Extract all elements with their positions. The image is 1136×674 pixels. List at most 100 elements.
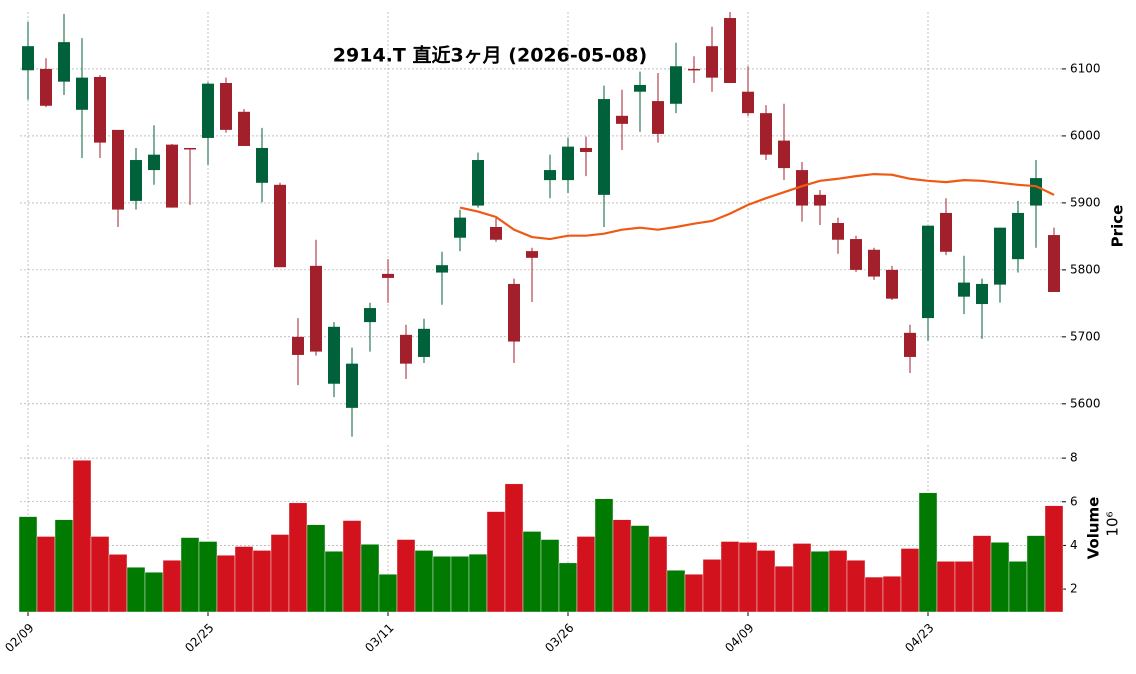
candle-body: [310, 265, 322, 352]
volume-bar: [342, 520, 362, 613]
volume-bar: [198, 541, 218, 613]
x-tick-label: 03/26: [542, 621, 576, 655]
volume-bar: [1008, 561, 1028, 613]
candle-body: [490, 227, 502, 240]
candle-body: [976, 283, 988, 305]
volume-bar: [864, 576, 884, 613]
candle-body: [1048, 235, 1060, 292]
volume-bar: [126, 567, 146, 613]
candle-body: [202, 83, 214, 138]
candle-body: [238, 111, 250, 146]
volume-bar: [162, 560, 182, 613]
candle-body: [382, 273, 394, 278]
volume-bar: [702, 559, 722, 613]
volume-bar: [432, 556, 452, 613]
candle-body: [400, 334, 412, 364]
volume-bar: [180, 537, 200, 613]
candle-body: [562, 146, 574, 181]
candle-body: [508, 283, 520, 342]
candle-body: [220, 82, 232, 130]
volume-bar: [936, 561, 956, 613]
volume-bar: [378, 574, 398, 613]
candle-body: [76, 77, 88, 110]
volume-bar: [846, 560, 866, 613]
volume-offset: 10⁶: [1104, 511, 1122, 536]
candle-body: [418, 328, 430, 357]
candle-body: [364, 308, 376, 323]
volume-bar: [576, 536, 596, 613]
candle-body: [886, 269, 898, 299]
volume-bar: [738, 542, 758, 613]
candle-body: [868, 249, 880, 277]
y-tick-label: 6000: [1070, 128, 1101, 142]
candle-body: [616, 115, 628, 124]
candle-body: [148, 154, 160, 171]
candle-body: [742, 91, 754, 114]
candle-body: [544, 170, 556, 181]
volume-bar: [972, 535, 992, 613]
volume-bar: [522, 531, 542, 613]
y-tick-label: 5600: [1070, 396, 1101, 410]
volume-bar: [792, 543, 812, 613]
candle-body: [112, 129, 124, 210]
volume-bar: [594, 498, 614, 613]
candle-body: [22, 46, 34, 71]
chart-title: 2914.T 直近3ヶ月 (2026-05-08): [333, 44, 647, 67]
volume-bar: [450, 556, 470, 613]
candle-body: [778, 140, 790, 169]
volume-axis-label: Volume: [1085, 497, 1103, 560]
volume-bar: [1026, 535, 1046, 613]
volume-bar: [468, 553, 488, 613]
volume-bar: [36, 536, 56, 613]
volume-tick-label: 2: [1070, 582, 1078, 596]
candle-body: [958, 282, 970, 297]
candle-body: [922, 225, 934, 319]
candle-body: [1030, 178, 1042, 206]
candle-body: [760, 113, 772, 155]
volume-bar: [216, 555, 236, 613]
volume-bar: [756, 550, 776, 613]
volume-bar: [270, 534, 290, 613]
y-tick-label: 5700: [1070, 329, 1101, 343]
candle-body: [994, 227, 1006, 285]
volume-bar: [648, 536, 668, 613]
volume-tick-label: 4: [1070, 538, 1078, 552]
x-tick-label: 02/25: [182, 621, 216, 655]
volume-bar: [828, 550, 848, 613]
y-tick-label: 5900: [1070, 195, 1101, 209]
candle-body: [184, 147, 196, 150]
candle-body: [940, 212, 952, 252]
volume-bar: [558, 562, 578, 613]
volume-bar: [396, 539, 416, 613]
volume-bar: [540, 539, 560, 613]
candle-body: [580, 147, 592, 152]
candle-body: [436, 265, 448, 273]
candle-body: [688, 68, 700, 71]
volume-bar: [720, 541, 740, 613]
volume-bar: [144, 572, 164, 613]
volume-bar: [90, 536, 110, 613]
candle-body: [58, 42, 70, 82]
candle-body: [850, 239, 862, 270]
x-tick-label: 03/11: [362, 621, 396, 655]
volume-bar: [954, 561, 974, 613]
y-tick-label: 6100: [1070, 61, 1101, 75]
volume-bar: [918, 492, 938, 613]
volume-bar: [810, 551, 830, 613]
candle-body: [274, 184, 286, 268]
volume-bar: [414, 550, 434, 613]
x-tick-label: 02/09: [2, 621, 36, 655]
candle-body: [706, 46, 718, 78]
candle-body: [814, 194, 826, 206]
volume-bar: [54, 519, 74, 613]
candle-body: [256, 147, 268, 183]
candle-body: [598, 99, 610, 195]
candle-body: [1012, 212, 1024, 260]
volume-bar: [684, 574, 704, 613]
volume-bar: [1044, 505, 1064, 613]
volume-bar: [900, 548, 920, 613]
candle-body: [166, 144, 178, 208]
x-tick-label: 04/09: [722, 621, 756, 655]
moving-average-line: [459, 172, 1055, 241]
